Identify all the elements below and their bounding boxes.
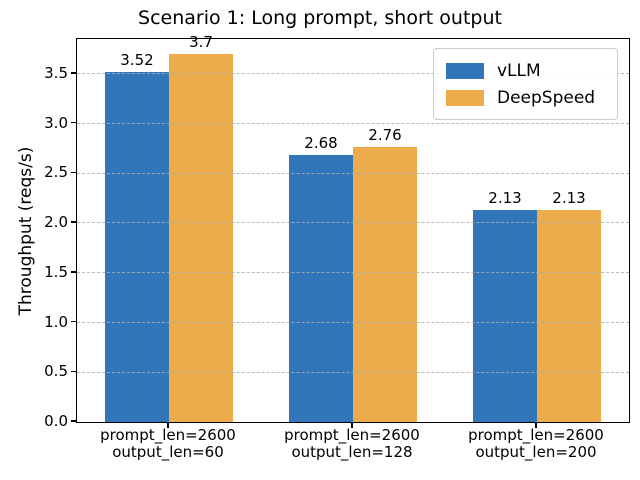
gridline bbox=[77, 122, 629, 124]
legend-swatch-deepspeed bbox=[446, 89, 484, 106]
gridline bbox=[77, 321, 629, 323]
bar-value-label: 3.52 bbox=[120, 51, 154, 69]
y-tick-label: 0.0 bbox=[44, 412, 68, 430]
legend-entry-deepspeed: DeepSpeed bbox=[446, 84, 605, 111]
x-tick-label: prompt_len=2600 output_len=200 bbox=[436, 427, 636, 461]
y-tick-label: 1.5 bbox=[44, 262, 68, 281]
gridline bbox=[77, 73, 629, 75]
x-tick-label: prompt_len=2600 output_len=60 bbox=[68, 427, 268, 461]
x-tick-label-line: prompt_len=2600 bbox=[284, 426, 420, 444]
x-tick-label-line: prompt_len=2600 bbox=[468, 426, 604, 444]
bar-value-label: 2.13 bbox=[488, 189, 522, 207]
gridline bbox=[77, 222, 629, 224]
plot-area: 3.52 3.7 2.68 2.76 2.13 2.13 bbox=[76, 33, 630, 423]
bar-value-label: 2.68 bbox=[304, 134, 338, 152]
y-tick-mark bbox=[71, 171, 76, 174]
x-tick-mark bbox=[535, 422, 537, 428]
y-tick-mark bbox=[71, 121, 76, 124]
y-tick-label: 2.0 bbox=[44, 213, 68, 232]
y-tick-mark bbox=[71, 271, 76, 273]
y-tick-label: 3.5 bbox=[44, 63, 68, 82]
y-tick-label: 3.0 bbox=[44, 113, 68, 132]
gridline bbox=[77, 172, 629, 174]
legend-label: vLLM bbox=[497, 60, 541, 81]
bar-deepspeed-2 bbox=[537, 210, 601, 422]
legend-entry-vllm: vLLM bbox=[446, 57, 605, 84]
legend-label: DeepSpeed bbox=[497, 87, 596, 108]
y-tick-mark bbox=[71, 370, 76, 372]
bar-value-label: 3.7 bbox=[189, 33, 213, 51]
bar-vllm-2 bbox=[473, 210, 537, 422]
x-tick-label-line: output_len=60 bbox=[112, 443, 224, 461]
bar-deepspeed-1 bbox=[353, 147, 417, 422]
legend: vLLM DeepSpeed bbox=[433, 48, 618, 120]
y-tick-mark bbox=[71, 320, 76, 323]
gridline bbox=[77, 371, 629, 373]
y-tick-label: 0.5 bbox=[44, 362, 68, 381]
bar-deepspeed-0 bbox=[169, 54, 233, 422]
y-tick-label: 2.5 bbox=[44, 163, 68, 182]
y-tick-mark bbox=[71, 420, 76, 422]
bar-value-label: 2.76 bbox=[368, 126, 402, 144]
x-tick-mark bbox=[351, 422, 353, 428]
bar-value-label: 2.13 bbox=[552, 189, 586, 207]
x-tick-mark bbox=[167, 422, 169, 428]
gridline bbox=[77, 272, 629, 274]
bar-vllm-1 bbox=[289, 155, 353, 422]
x-tick-label-line: output_len=200 bbox=[475, 443, 597, 461]
x-tick-label-line: output_len=128 bbox=[291, 443, 413, 461]
bar-vllm-0 bbox=[105, 72, 169, 422]
y-tick-label: 1.0 bbox=[44, 312, 68, 331]
legend-swatch-vllm bbox=[446, 62, 484, 79]
x-tick-label-line: prompt_len=2600 bbox=[100, 426, 236, 444]
y-tick-mark bbox=[71, 221, 76, 223]
x-tick-label: prompt_len=2600 output_len=128 bbox=[252, 427, 452, 461]
chart-title: Scenario 1: Long prompt, short output bbox=[138, 7, 502, 29]
y-tick-mark bbox=[71, 72, 76, 74]
